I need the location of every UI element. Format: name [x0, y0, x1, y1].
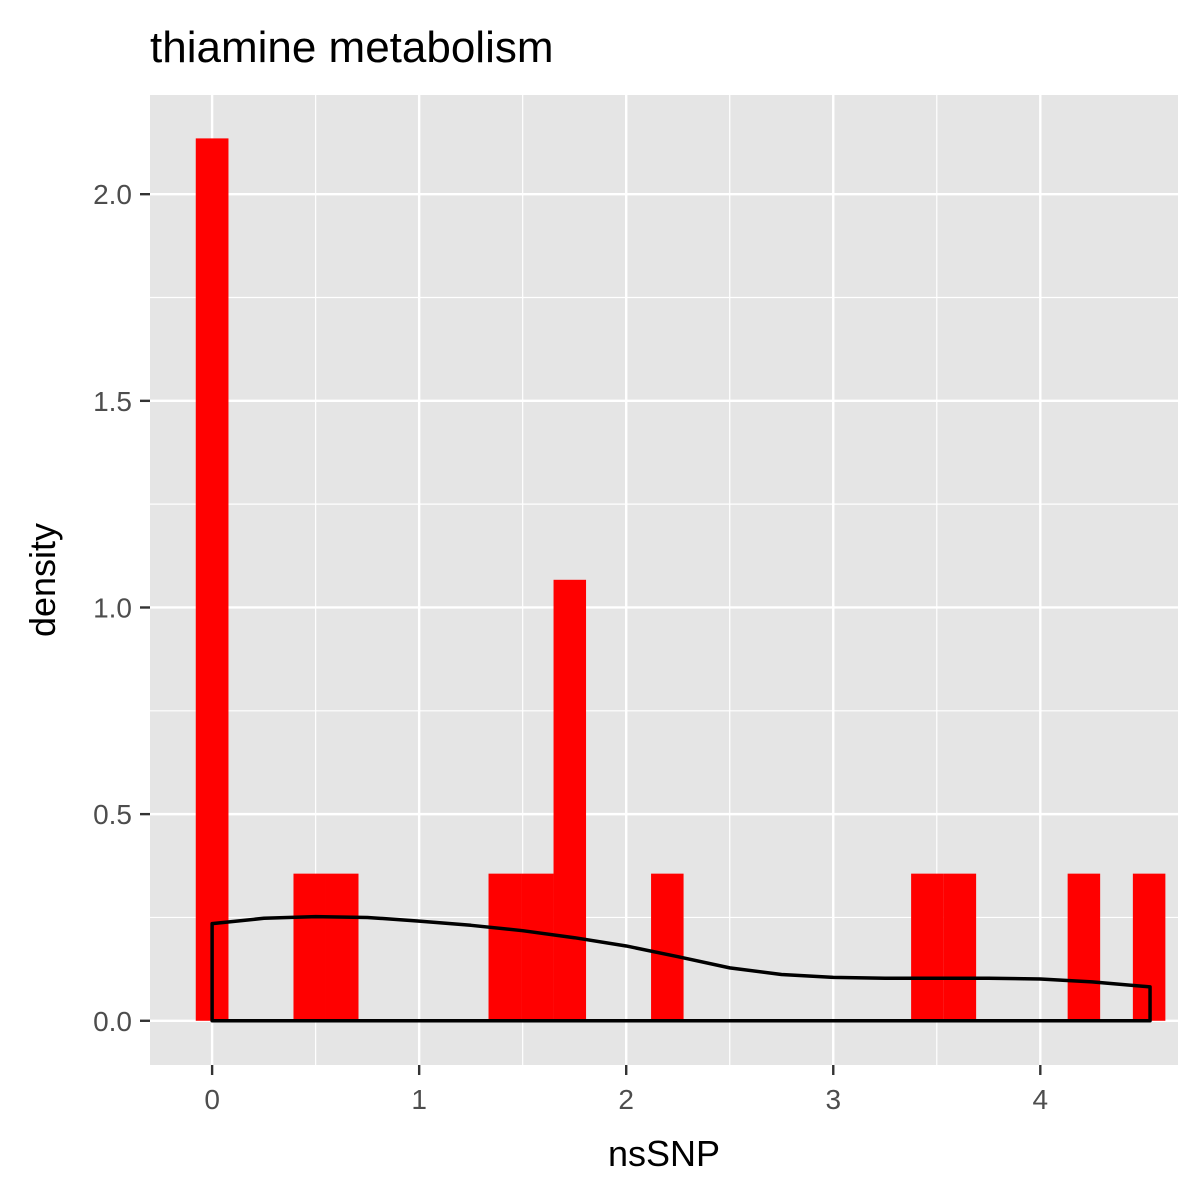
density-curve — [210, 914, 1152, 1023]
histogram-bar — [1067, 873, 1101, 1021]
y-axis: 0.0 0.5 1.0 1.5 2.0 — [93, 179, 150, 1037]
x-tick-label: 3 — [825, 1084, 841, 1115]
y-tick-label: 0.5 — [93, 799, 132, 830]
y-tick-label: 1.5 — [93, 386, 132, 417]
histogram-bar — [488, 873, 522, 1021]
x-tick-label: 2 — [618, 1084, 634, 1115]
y-tick-label: 2.0 — [93, 179, 132, 210]
histogram-bar — [293, 873, 326, 1021]
histogram-bar — [651, 873, 684, 1021]
x-tick-label: 1 — [411, 1084, 427, 1115]
histogram-bar — [911, 873, 944, 1021]
y-tick-label: 0.0 — [93, 1006, 132, 1037]
y-axis-title: density — [22, 523, 63, 637]
x-axis-title: nsSNP — [608, 1133, 720, 1174]
chart-title: thiamine metabolism — [150, 23, 554, 72]
y-tick-label: 1.0 — [93, 592, 132, 623]
histogram-bar — [195, 138, 229, 1021]
x-axis: 0 1 2 3 4 — [204, 1065, 1048, 1115]
x-tick-label: 4 — [1033, 1084, 1049, 1115]
x-tick-label: 0 — [204, 1084, 220, 1115]
histogram-bars — [195, 138, 1166, 1021]
histogram-bar — [325, 873, 359, 1021]
grid-minor — [150, 95, 1178, 1065]
histogram-bar — [521, 873, 554, 1021]
histogram-bar — [943, 873, 977, 1021]
histogram-bar — [553, 579, 587, 1021]
